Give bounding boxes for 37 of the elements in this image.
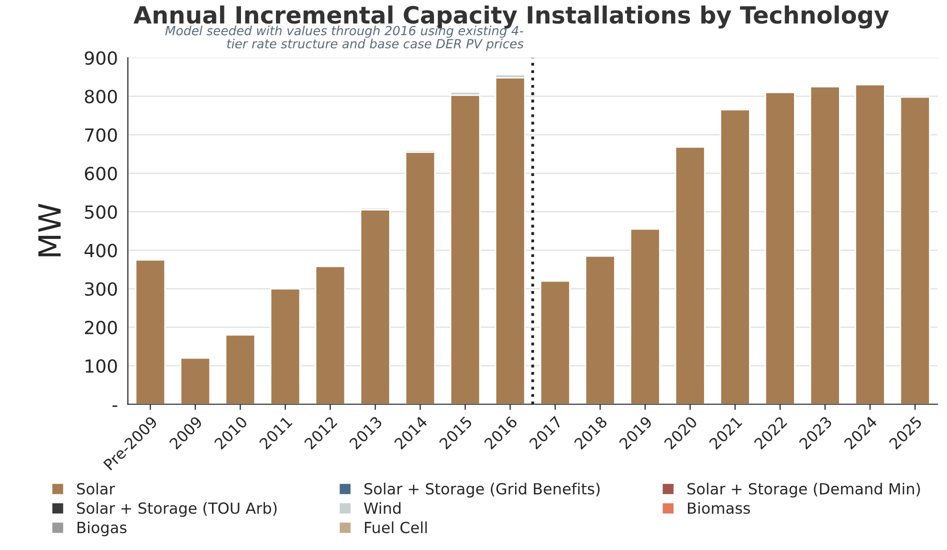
bar <box>404 151 436 404</box>
bar <box>494 77 526 404</box>
y-tick-label: - <box>112 405 118 407</box>
legend-label: Solar + Storage (Grid Benefits) <box>364 482 600 498</box>
bar <box>630 228 660 404</box>
y-tick-label: 100 <box>86 359 117 373</box>
bar <box>810 86 840 404</box>
bar <box>135 259 166 404</box>
bar <box>360 209 391 404</box>
bar <box>540 280 570 404</box>
legend-label: Solar <box>77 482 116 495</box>
y-tick-label: 600 <box>84 166 117 180</box>
legend-label: Biogas <box>78 521 126 536</box>
bar <box>270 288 301 404</box>
y-tick-label: 300 <box>85 282 117 296</box>
y-tick-label: 500 <box>85 205 117 219</box>
legend-label: Wind <box>364 502 400 514</box>
y-tick-label: 700 <box>85 128 117 142</box>
bar <box>720 109 750 404</box>
bar <box>854 84 886 404</box>
y-axis-title: MW <box>38 204 61 256</box>
bar <box>224 334 256 404</box>
legend-label: Fuel Cell <box>364 521 427 534</box>
bar <box>584 255 616 404</box>
y-tick-label: 900 <box>84 51 117 65</box>
bar <box>900 96 930 404</box>
legend-label: Solar + Storage (TOU Arb) <box>77 502 277 517</box>
bar <box>314 266 346 404</box>
bar <box>180 357 211 404</box>
y-tick-label: 800 <box>84 90 117 104</box>
bar <box>764 92 796 404</box>
legend-label: Biomass <box>688 502 750 514</box>
bar <box>674 146 706 404</box>
bar <box>450 94 481 404</box>
y-tick-label: 400 <box>84 244 117 258</box>
legend-label: Solar + Storage (Demand Min) <box>687 482 920 498</box>
y-tick-label: 200 <box>84 320 117 334</box>
